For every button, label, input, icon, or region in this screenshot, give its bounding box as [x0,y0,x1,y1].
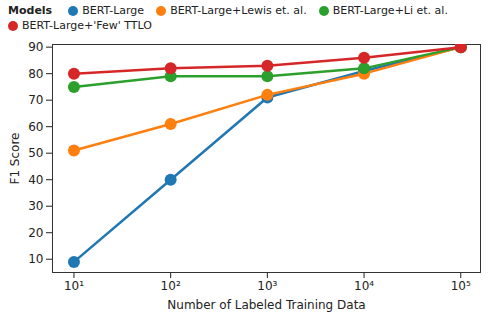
svg-text:40: 40 [28,173,43,187]
html-text:BERT-Large+'Few' TTLO: BERT-Large+'Few' TTLO [22,19,152,32]
svg-text:10³: 10³ [257,279,277,293]
html-text:BERT-Large: BERT-Large [82,4,145,17]
svg-text:F1 Score: F1 Score [8,133,22,185]
svg-text:70: 70 [28,93,43,107]
html-text:Models: Models [8,4,53,17]
html-text:BERT-Large+Lewis et. al.: BERT-Large+Lewis et. al. [170,4,307,17]
svg-text:10¹: 10¹ [64,279,84,293]
html-text:BERT-Large+Li et. al.: BERT-Large+Li et. al. [332,4,448,17]
svg-text:10⁵: 10⁵ [451,279,471,293]
svg-text:Number of Labeled Training Dat: Number of Labeled Training Data [167,298,365,312]
svg-text:20: 20 [28,226,43,240]
svg-text:60: 60 [28,120,43,134]
svg-text:50: 50 [28,146,43,160]
svg-text:90: 90 [28,40,43,54]
svg-text:80: 80 [28,67,43,81]
svg-text:30: 30 [28,199,43,213]
svg-text:10: 10 [28,252,43,266]
svg-text:10²: 10² [161,279,181,293]
svg-text:10⁴: 10⁴ [354,279,374,293]
